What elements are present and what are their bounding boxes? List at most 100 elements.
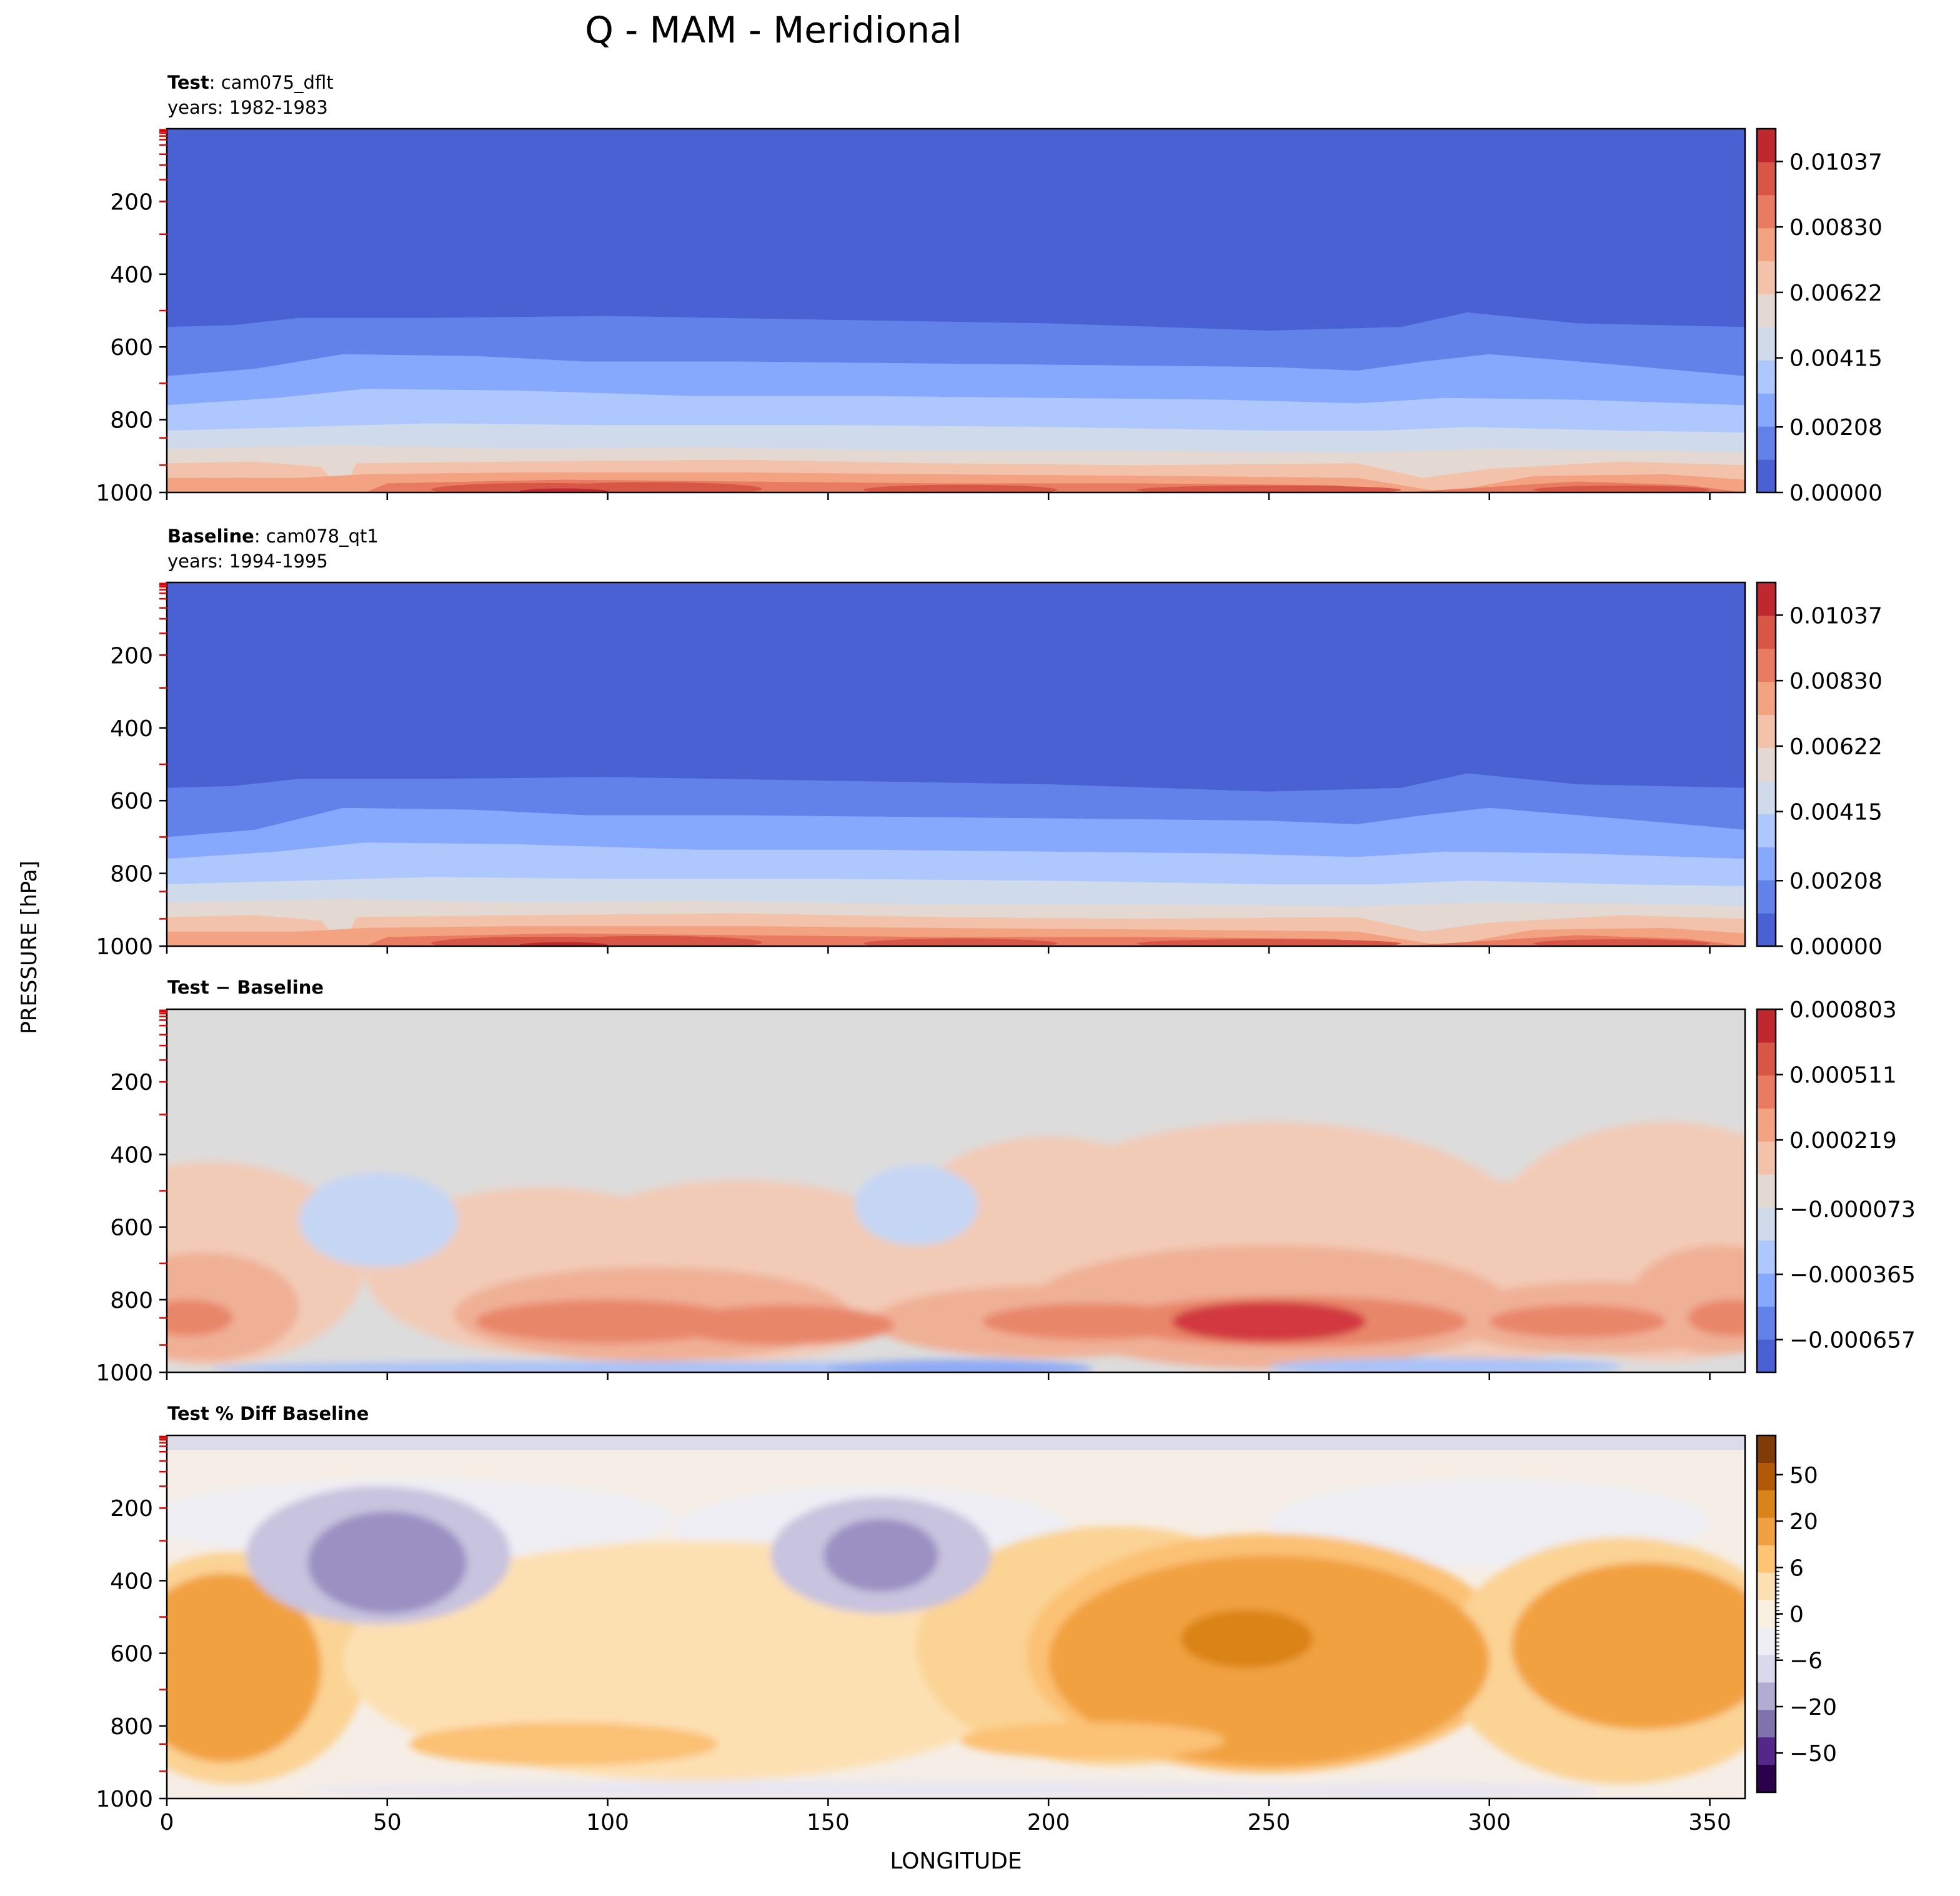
y-tick-label-400: 400	[110, 1142, 153, 1168]
y-tick-label-800: 800	[110, 862, 153, 887]
panel-test-contours	[167, 129, 1745, 492]
y-tick-label-400: 400	[110, 716, 153, 742]
contour-regions	[167, 1122, 1745, 1372]
colorbar-tick-label-3: 0	[1789, 1602, 1804, 1628]
colorbar-segment-5	[1757, 294, 1776, 327]
figure-title: Q - MAM - Meridional	[585, 9, 962, 51]
contour-top-band	[167, 1435, 1745, 1450]
colorbar-segment-7	[1757, 227, 1776, 262]
contour-regions	[167, 1479, 1745, 1799]
colorbar-segment-10	[1757, 1710, 1776, 1738]
panel-baseline-x-axis	[166, 946, 1711, 954]
colorbar-segment-0	[1757, 913, 1776, 947]
x-tick-label-0: 0	[160, 1810, 174, 1835]
colorbar-segment-10	[1757, 582, 1776, 616]
colorbar-tick-label-0: 0.01037	[1789, 149, 1883, 175]
colorbar-segment-2	[1757, 1490, 1776, 1519]
y-tick-label-600: 600	[110, 1215, 153, 1241]
colorbar-segment-2	[1757, 1273, 1776, 1307]
colorbar-frame	[1756, 127, 1777, 494]
contour-hotspot-5	[519, 942, 608, 946]
y-tick-label-800: 800	[110, 408, 153, 434]
contour-region-24	[828, 1359, 1093, 1372]
colorbar-segment-2	[1757, 847, 1776, 881]
colorbar-tick-label-3: 0.00415	[1789, 800, 1883, 826]
y-tick-label-1000: 1000	[96, 1360, 153, 1386]
colorbar-segment-7	[1757, 1627, 1776, 1655]
panel-pctdiff-contours	[167, 1435, 1745, 1799]
colorbar-segment-6	[1757, 1600, 1776, 1628]
colorbar-tick-label-4: 0.00208	[1789, 415, 1883, 441]
y-tick-label-1000: 1000	[96, 481, 153, 506]
contour-region-18	[299, 1780, 1357, 1799]
colorbar-segment-9	[1757, 161, 1776, 196]
y-tick-label-200: 200	[110, 189, 153, 215]
colorbar-tick-label-1: 0.00830	[1789, 669, 1883, 694]
colorbar-segment-9	[1757, 1682, 1776, 1710]
y-tick-label-200: 200	[110, 1496, 153, 1522]
y-tick-label-1000: 1000	[96, 1787, 153, 1812]
y-axis-label: PRESSURE [hPa]	[17, 861, 42, 1034]
colorbar-segment-4	[1757, 1207, 1776, 1241]
colorbar-frame	[1756, 1008, 1777, 1374]
contour-hotspot-4	[1533, 485, 1710, 492]
colorbar-segment-11	[1757, 1737, 1776, 1765]
colorbar-segment-3	[1757, 1240, 1776, 1274]
contour-region-14	[475, 1299, 740, 1344]
colorbar-tick-label-2: 0.00622	[1789, 281, 1883, 306]
panel-baseline-contours	[167, 582, 1745, 946]
colorbar-segment-4	[1757, 781, 1776, 814]
panel-baseline-title: Baseline: cam078_qt1	[167, 526, 379, 547]
panel-baseline: Baseline: cam078_qt1 years: 1994-1995 20…	[96, 526, 1883, 960]
colorbar-tick-label-5: −20	[1789, 1695, 1837, 1720]
x-tick-label-100: 100	[586, 1810, 629, 1835]
panel-pctdiff-title-bold: Test % Diff Baseline	[167, 1403, 369, 1424]
contour-region-10	[1511, 1562, 1745, 1730]
colorbar-segment-8	[1757, 648, 1776, 682]
y-tick-label-600: 600	[110, 1642, 153, 1667]
x-tick-label-150: 150	[807, 1810, 850, 1835]
colorbar-segment-1	[1757, 1306, 1776, 1340]
y-tick-label-200: 200	[110, 643, 153, 669]
contour-hotspot-2	[863, 484, 1058, 492]
colorbar-segment-1	[1757, 426, 1776, 460]
x-tick-label-250: 250	[1248, 1810, 1291, 1835]
panel-diff-colorbar: 0.000803 0.000511 0.000219 −0.000073 −0.0003…	[1756, 997, 1916, 1374]
colorbar-segment-0	[1757, 1339, 1776, 1373]
contour-region-11	[409, 1722, 718, 1766]
contour-region-8	[167, 1573, 321, 1762]
contour-region-12	[960, 1722, 1225, 1759]
colorbar-tick-label-5: 0.00000	[1789, 481, 1883, 506]
contour-region-19	[1688, 1299, 1745, 1336]
panel-diff-x-axis	[166, 1372, 1711, 1380]
panel-test: Test: cam075_dflt years: 1982-1983 200 40…	[96, 72, 1883, 506]
panel-pctdiff-title: Test % Diff Baseline	[167, 1403, 369, 1424]
x-axis-label: LONGITUDE	[890, 1849, 1022, 1874]
contour-region-13	[1180, 1609, 1313, 1668]
panel-baseline-y-axis: 200 400 600 800 1000	[96, 582, 167, 960]
contour-region-15	[674, 1305, 895, 1345]
colorbar-segment-6	[1757, 261, 1776, 295]
colorbar-tick-label-4: −0.000365	[1789, 1262, 1916, 1288]
colorbar-tick-label-1: 0.00830	[1789, 215, 1883, 241]
panel-diff-y-axis: 200 400 600 800 1000	[96, 1009, 167, 1386]
x-tick-label-350: 350	[1688, 1810, 1731, 1835]
contour-region-13	[167, 1299, 233, 1336]
panel-pctdiff-y-axis: 200 400 600 800 1000	[96, 1435, 167, 1812]
x-tick-label-300: 300	[1468, 1810, 1511, 1835]
panel-test-y-axis: 200 400 600 800 1000	[96, 129, 167, 506]
colorbar-tick-label-5: 0.00000	[1789, 934, 1883, 960]
colorbar-segment-6	[1757, 714, 1776, 749]
colorbar-frame	[1756, 581, 1777, 947]
y-tick-label-400: 400	[110, 262, 153, 288]
colorbar-segment-4	[1757, 1545, 1776, 1574]
colorbar-tick-label-3: −0.000073	[1789, 1197, 1916, 1223]
colorbar-segment-4	[1757, 327, 1776, 361]
colorbar-tick-label-1: 0.000511	[1789, 1063, 1897, 1089]
y-tick-label-600: 600	[110, 789, 153, 814]
contour-hotspot-4	[1533, 939, 1710, 946]
colorbar-tick-label-0: 50	[1789, 1463, 1818, 1489]
contour-region-12	[1630, 1245, 1745, 1354]
panel-test-title: Test: cam075_dflt	[167, 72, 334, 93]
colorbar-segment-6	[1757, 1141, 1776, 1175]
